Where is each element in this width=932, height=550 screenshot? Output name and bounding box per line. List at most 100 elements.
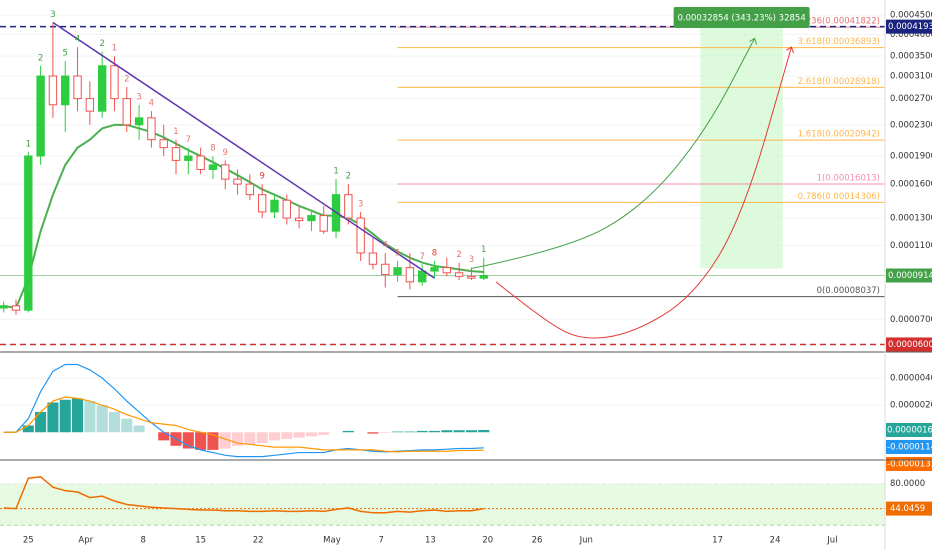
histogram-bar bbox=[219, 432, 231, 449]
candle-body bbox=[159, 139, 168, 149]
fib-label: 3.618(0.00036893) bbox=[798, 37, 880, 47]
histogram-bar bbox=[22, 425, 34, 433]
y-tick-label: 0.00027000 bbox=[890, 94, 932, 104]
y-tick-label: 0.00016000 bbox=[890, 180, 932, 190]
histogram-bar bbox=[244, 432, 256, 445]
candle-body bbox=[147, 117, 156, 141]
histogram-bar bbox=[47, 402, 59, 433]
fib-label: 0.786(0.00014306) bbox=[798, 192, 880, 202]
td-count: 1 bbox=[481, 245, 486, 255]
candle-body bbox=[233, 178, 242, 185]
last-value-label: -0.00001315 bbox=[887, 460, 932, 470]
candle-body bbox=[61, 75, 70, 106]
candle-body bbox=[97, 65, 107, 112]
price-label: 0.00009148 bbox=[888, 271, 932, 281]
last-value-box bbox=[886, 423, 932, 437]
candle-body bbox=[257, 194, 267, 213]
histogram-bar bbox=[367, 432, 379, 434]
td-count: 3 bbox=[469, 255, 474, 265]
band bbox=[0, 483, 885, 526]
last-value-label: 0.00000167 bbox=[887, 426, 932, 436]
td-count: 1 bbox=[333, 167, 338, 177]
fib-label: 0(0.00008037) bbox=[817, 286, 880, 296]
x-tick-label: 26 bbox=[532, 536, 543, 546]
projection-curve bbox=[471, 38, 755, 269]
price-label: 0.00041935 bbox=[888, 22, 932, 32]
x-tick-label: 8 bbox=[140, 536, 145, 546]
candle-body bbox=[208, 164, 218, 170]
td-count: 3 bbox=[50, 10, 55, 20]
candle-body bbox=[110, 65, 119, 100]
x-tick-label: 25 bbox=[23, 536, 34, 546]
histogram-bar bbox=[465, 430, 477, 433]
candle-body bbox=[134, 117, 144, 126]
histogram-bar bbox=[268, 432, 281, 441]
x-tick-label: May bbox=[323, 536, 341, 546]
td-count: 7 bbox=[419, 252, 424, 262]
td-count: 8 bbox=[210, 144, 215, 154]
arrow-head bbox=[749, 37, 758, 45]
x-tick-label: 13 bbox=[425, 536, 436, 546]
last-value-box bbox=[886, 501, 932, 516]
histogram-bar bbox=[404, 431, 416, 433]
x-tick-label: Apr bbox=[78, 536, 93, 546]
candle-body bbox=[417, 270, 427, 283]
y-tick-label: 0.00013000 bbox=[890, 214, 932, 224]
x-tick-label: Jun bbox=[579, 536, 593, 546]
y-tick-label: 0.00031000 bbox=[890, 72, 932, 82]
histogram-bar bbox=[121, 418, 133, 433]
histogram-bar bbox=[207, 432, 219, 450]
histogram-bar bbox=[305, 432, 317, 437]
price-label-box bbox=[886, 19, 932, 34]
histogram-bar bbox=[379, 432, 391, 433]
x-tick-label: 20 bbox=[482, 536, 493, 546]
td-count: 1 bbox=[26, 139, 31, 149]
candle-body bbox=[48, 75, 58, 106]
target-zone bbox=[700, 26, 783, 269]
candle-body bbox=[73, 75, 82, 100]
candle-body bbox=[11, 305, 21, 311]
candle-body bbox=[381, 263, 390, 276]
y-tick-label: 0.00040000 bbox=[890, 30, 932, 40]
td-count: 4 bbox=[75, 35, 80, 45]
x-tick-label: 7 bbox=[378, 536, 383, 546]
candle-body bbox=[282, 199, 291, 219]
histogram-bar bbox=[182, 432, 194, 449]
x-tick-label: 17 bbox=[712, 536, 723, 546]
histogram-bar bbox=[96, 405, 108, 433]
candle-body bbox=[85, 98, 95, 112]
fib-label: 1.618(0.00020942) bbox=[798, 130, 880, 140]
histogram-bar bbox=[453, 430, 465, 433]
trend-line bbox=[52, 21, 435, 279]
moving-average bbox=[3, 123, 484, 310]
target-label-box bbox=[673, 7, 810, 28]
histogram-bar bbox=[441, 430, 453, 433]
td-count: 9 bbox=[223, 148, 228, 158]
td-count: 5 bbox=[63, 48, 68, 58]
candle-body bbox=[356, 217, 365, 254]
price-label-box bbox=[886, 268, 932, 283]
histogram-bar bbox=[35, 411, 47, 433]
y-tick-label: 0.00019000 bbox=[890, 152, 932, 162]
x-tick-label: Jul bbox=[826, 536, 837, 546]
candle-body bbox=[171, 147, 181, 161]
last-value-box bbox=[886, 440, 932, 454]
candle-body bbox=[294, 217, 304, 222]
td-count: 3 bbox=[136, 92, 141, 102]
y-tick-label: 0.00000400 bbox=[890, 374, 932, 384]
histogram-bar bbox=[478, 429, 490, 433]
candle-body bbox=[122, 98, 131, 126]
histogram-bar bbox=[84, 401, 96, 433]
histogram-bar bbox=[293, 432, 305, 438]
target-label: 0.00032854 (343.23%) 32854 bbox=[677, 14, 805, 24]
candle-body bbox=[368, 252, 378, 265]
y-tick-label: 0.00045000 bbox=[890, 11, 932, 21]
candle-body bbox=[307, 215, 316, 222]
td-count: 4 bbox=[149, 99, 154, 109]
td-count: 8 bbox=[432, 248, 437, 258]
histogram-bar bbox=[108, 411, 121, 433]
td-count: 5 bbox=[395, 248, 400, 258]
arrow-head bbox=[786, 46, 794, 54]
candle-body bbox=[454, 272, 464, 277]
candle-body bbox=[221, 164, 230, 180]
